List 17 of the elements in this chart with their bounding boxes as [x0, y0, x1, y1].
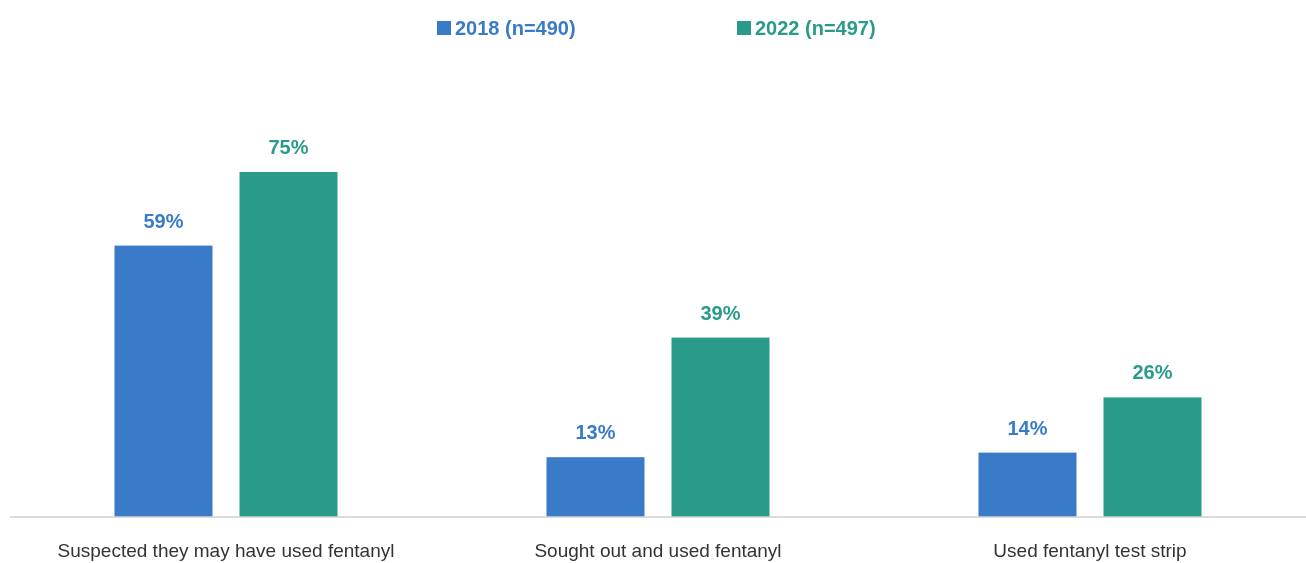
bar: [114, 245, 213, 517]
data-label: 26%: [1132, 361, 1173, 384]
x-tick-label: Suspected they may have used fentanyl: [57, 540, 395, 561]
legend-label: 2018 (n=490): [455, 17, 576, 39]
bar: [239, 172, 338, 517]
data-label: 13%: [575, 421, 616, 444]
data-label: 59%: [143, 209, 184, 232]
bar: [546, 457, 645, 517]
x-tick-label: Sought out and used fentanyl: [534, 540, 782, 561]
bar: [978, 452, 1077, 517]
bar: [1103, 397, 1202, 517]
x-tick-label: Used fentanyl test strip: [993, 540, 1187, 561]
bar: [671, 337, 770, 517]
legend-label: 2022 (n=497): [755, 17, 876, 39]
data-label: 75%: [268, 136, 309, 158]
data-label: 14%: [1007, 416, 1048, 439]
data-label: 39%: [700, 301, 741, 324]
